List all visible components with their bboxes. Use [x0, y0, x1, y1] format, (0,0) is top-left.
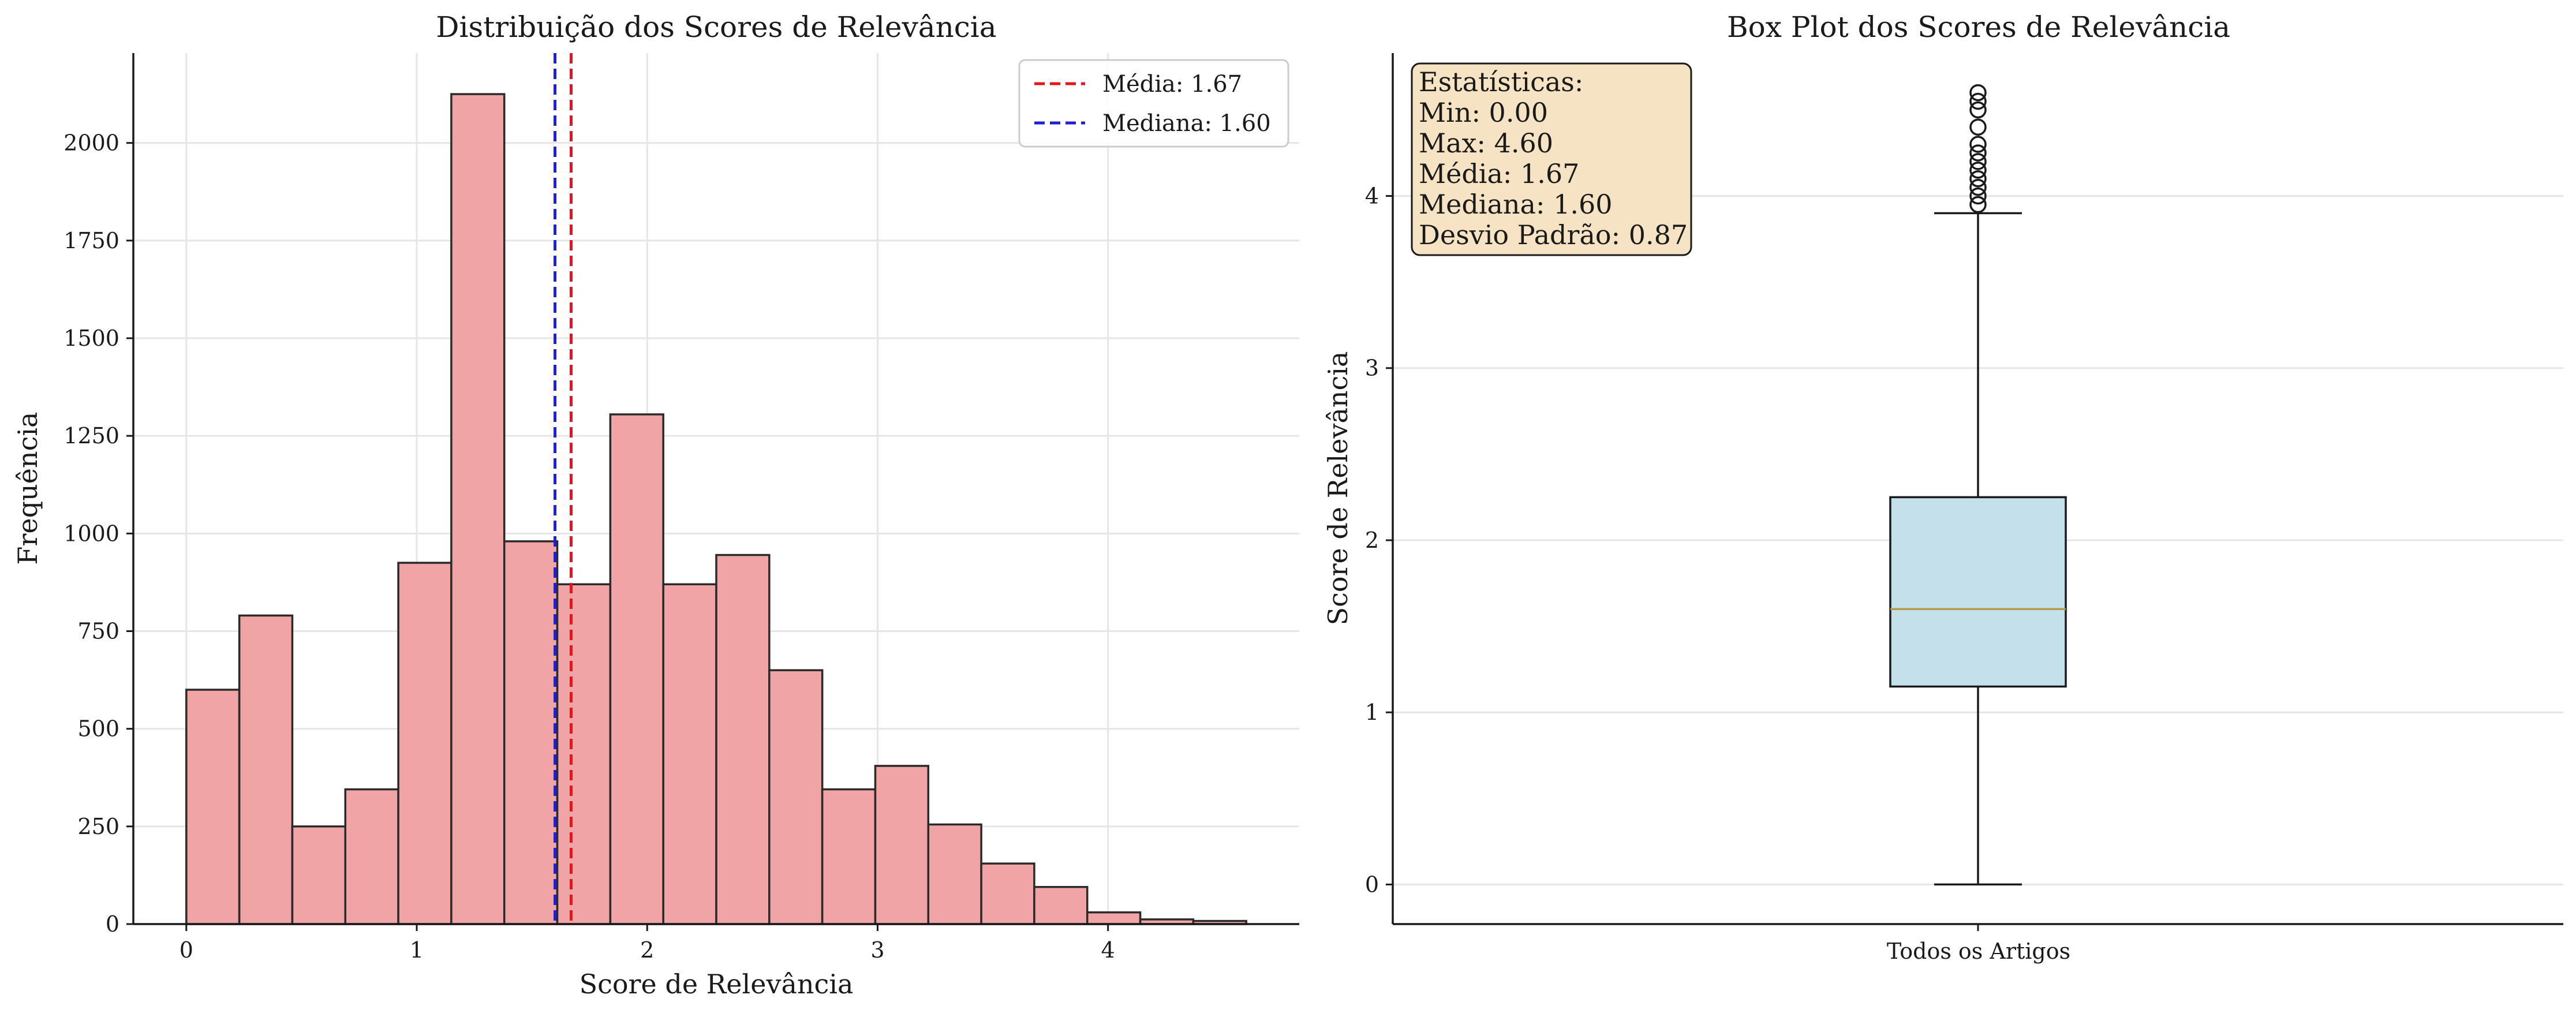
histogram-bar	[662, 583, 717, 925]
boxplot-outlier-point	[1969, 136, 1987, 153]
boxplot-axes	[1392, 53, 2563, 925]
histogram-x-axis-label: Score de Relevância	[579, 969, 854, 1000]
histogram-y-tick-label: 500	[77, 716, 119, 742]
statistics-mean: Média: 1.67	[1419, 158, 1579, 189]
boxplot-outlier-point	[1969, 170, 1987, 188]
histogram-y-axis-label: Frequência	[12, 412, 43, 565]
histogram-bar	[609, 413, 664, 925]
histogram-x-tick-label: 4	[1101, 937, 1115, 963]
histogram-legend: Média: 1.67 Mediana: 1.60	[1018, 59, 1289, 148]
histogram-title: Distribuição dos Scores de Relevância	[436, 10, 996, 44]
histogram-bar	[185, 689, 241, 925]
boxplot-outlier-point	[1969, 144, 1987, 162]
histogram-bar	[397, 562, 453, 925]
histogram-bar	[1086, 911, 1142, 925]
histogram-y-tick-label: 1750	[63, 228, 119, 253]
boxplot-outlier-point	[1969, 162, 1987, 179]
histogram-bar	[821, 788, 877, 925]
histogram-bars	[185, 93, 1247, 925]
histogram-bar	[980, 862, 1035, 925]
boxplot-panel: Box Plot dos Scores de Relevância 01234 …	[1322, 10, 2563, 964]
statistics-box-frame	[1411, 62, 1692, 256]
boxplot-y-tick-label: 4	[1365, 184, 1379, 209]
histogram-y-tick-label: 1500	[63, 326, 119, 351]
histogram-bar	[1033, 885, 1089, 925]
boxplot-box	[1889, 212, 2067, 886]
boxplot-y-tick-label: 3	[1365, 356, 1379, 381]
histogram-y-tick-label: 2000	[63, 130, 119, 156]
boxplot-outlier-point	[1969, 178, 1987, 196]
histogram-panel: Distribuição dos Scores de Relevância 0 1…	[12, 10, 1299, 1000]
histogram-x-tick-label: 2	[640, 937, 654, 963]
histogram-y-tick-label: 0	[106, 911, 119, 937]
boxplot-outliers	[1969, 84, 1987, 214]
boxplot-iqr-box	[1889, 496, 2067, 688]
boxplot-y-tick-label: 2	[1365, 528, 1379, 553]
boxplot-outlier-point	[1969, 187, 1987, 205]
histogram-y-ticks: 0 250 500 750 1000 1250 1500 1750 2000	[63, 130, 133, 937]
boxplot-outlier-point	[1969, 101, 1987, 119]
statistics-title: Estatísticas:	[1419, 66, 1583, 98]
boxplot-outlier-point	[1969, 92, 1987, 110]
histogram-bar	[556, 583, 612, 925]
boxplot-category-label: Todos os Artigos	[1887, 939, 2070, 964]
boxplot-outlier-point	[1969, 118, 1987, 136]
legend-mean-label: Média: 1.67	[1102, 71, 1242, 98]
histogram-bar	[238, 614, 294, 925]
histogram-bar	[927, 823, 982, 925]
histogram-bar	[715, 554, 771, 925]
legend-frame	[1018, 59, 1289, 148]
statistics-max: Max: 4.60	[1419, 128, 1553, 159]
histogram-bar	[503, 540, 559, 925]
boxplot-outlier-point	[1969, 153, 1987, 170]
histogram-y-tick-label: 1250	[63, 423, 119, 448]
histogram-bar	[874, 765, 930, 925]
histogram-y-tick-label: 750	[77, 618, 119, 644]
histogram-y-tick-label: 1000	[63, 521, 119, 546]
histogram-x-tick-label: 3	[870, 937, 884, 963]
boxplot-y-tick-label: 0	[1365, 872, 1379, 897]
boxplot-y-tick-label: 1	[1365, 700, 1379, 725]
statistics-min: Min: 0.00	[1419, 97, 1548, 128]
boxplot-outlier-point	[1969, 84, 1987, 102]
statistics-median: Mediana: 1.60	[1419, 189, 1613, 220]
statistics-std-dev: Desvio Padrão: 0.87	[1419, 219, 1688, 250]
boxplot-outlier-point	[1969, 196, 1987, 214]
boxplot-title: Box Plot dos Scores de Relevância	[1727, 10, 2230, 44]
histogram-reference-lines	[554, 53, 573, 924]
histogram-y-tick-label: 250	[77, 814, 119, 839]
boxplot-y-ticks: 0 1 2 3 4	[1365, 184, 1979, 931]
histogram-bar	[768, 669, 824, 925]
histogram-x-ticks: 0 1 2 3 4	[180, 924, 1115, 963]
histogram-x-tick-label: 0	[180, 937, 193, 963]
histogram-x-tick-label: 1	[410, 937, 424, 963]
legend-median-label: Mediana: 1.60	[1102, 110, 1271, 137]
boxplot-y-axis-label: Score de Relevância	[1322, 352, 1354, 626]
histogram-bar	[344, 788, 399, 925]
statistics-box: Estatísticas: Min: 0.00 Max: 4.60 Média:…	[1411, 62, 1692, 256]
histogram-bar	[291, 825, 347, 925]
histogram-axes	[132, 53, 1299, 925]
histogram-bar	[450, 93, 506, 925]
